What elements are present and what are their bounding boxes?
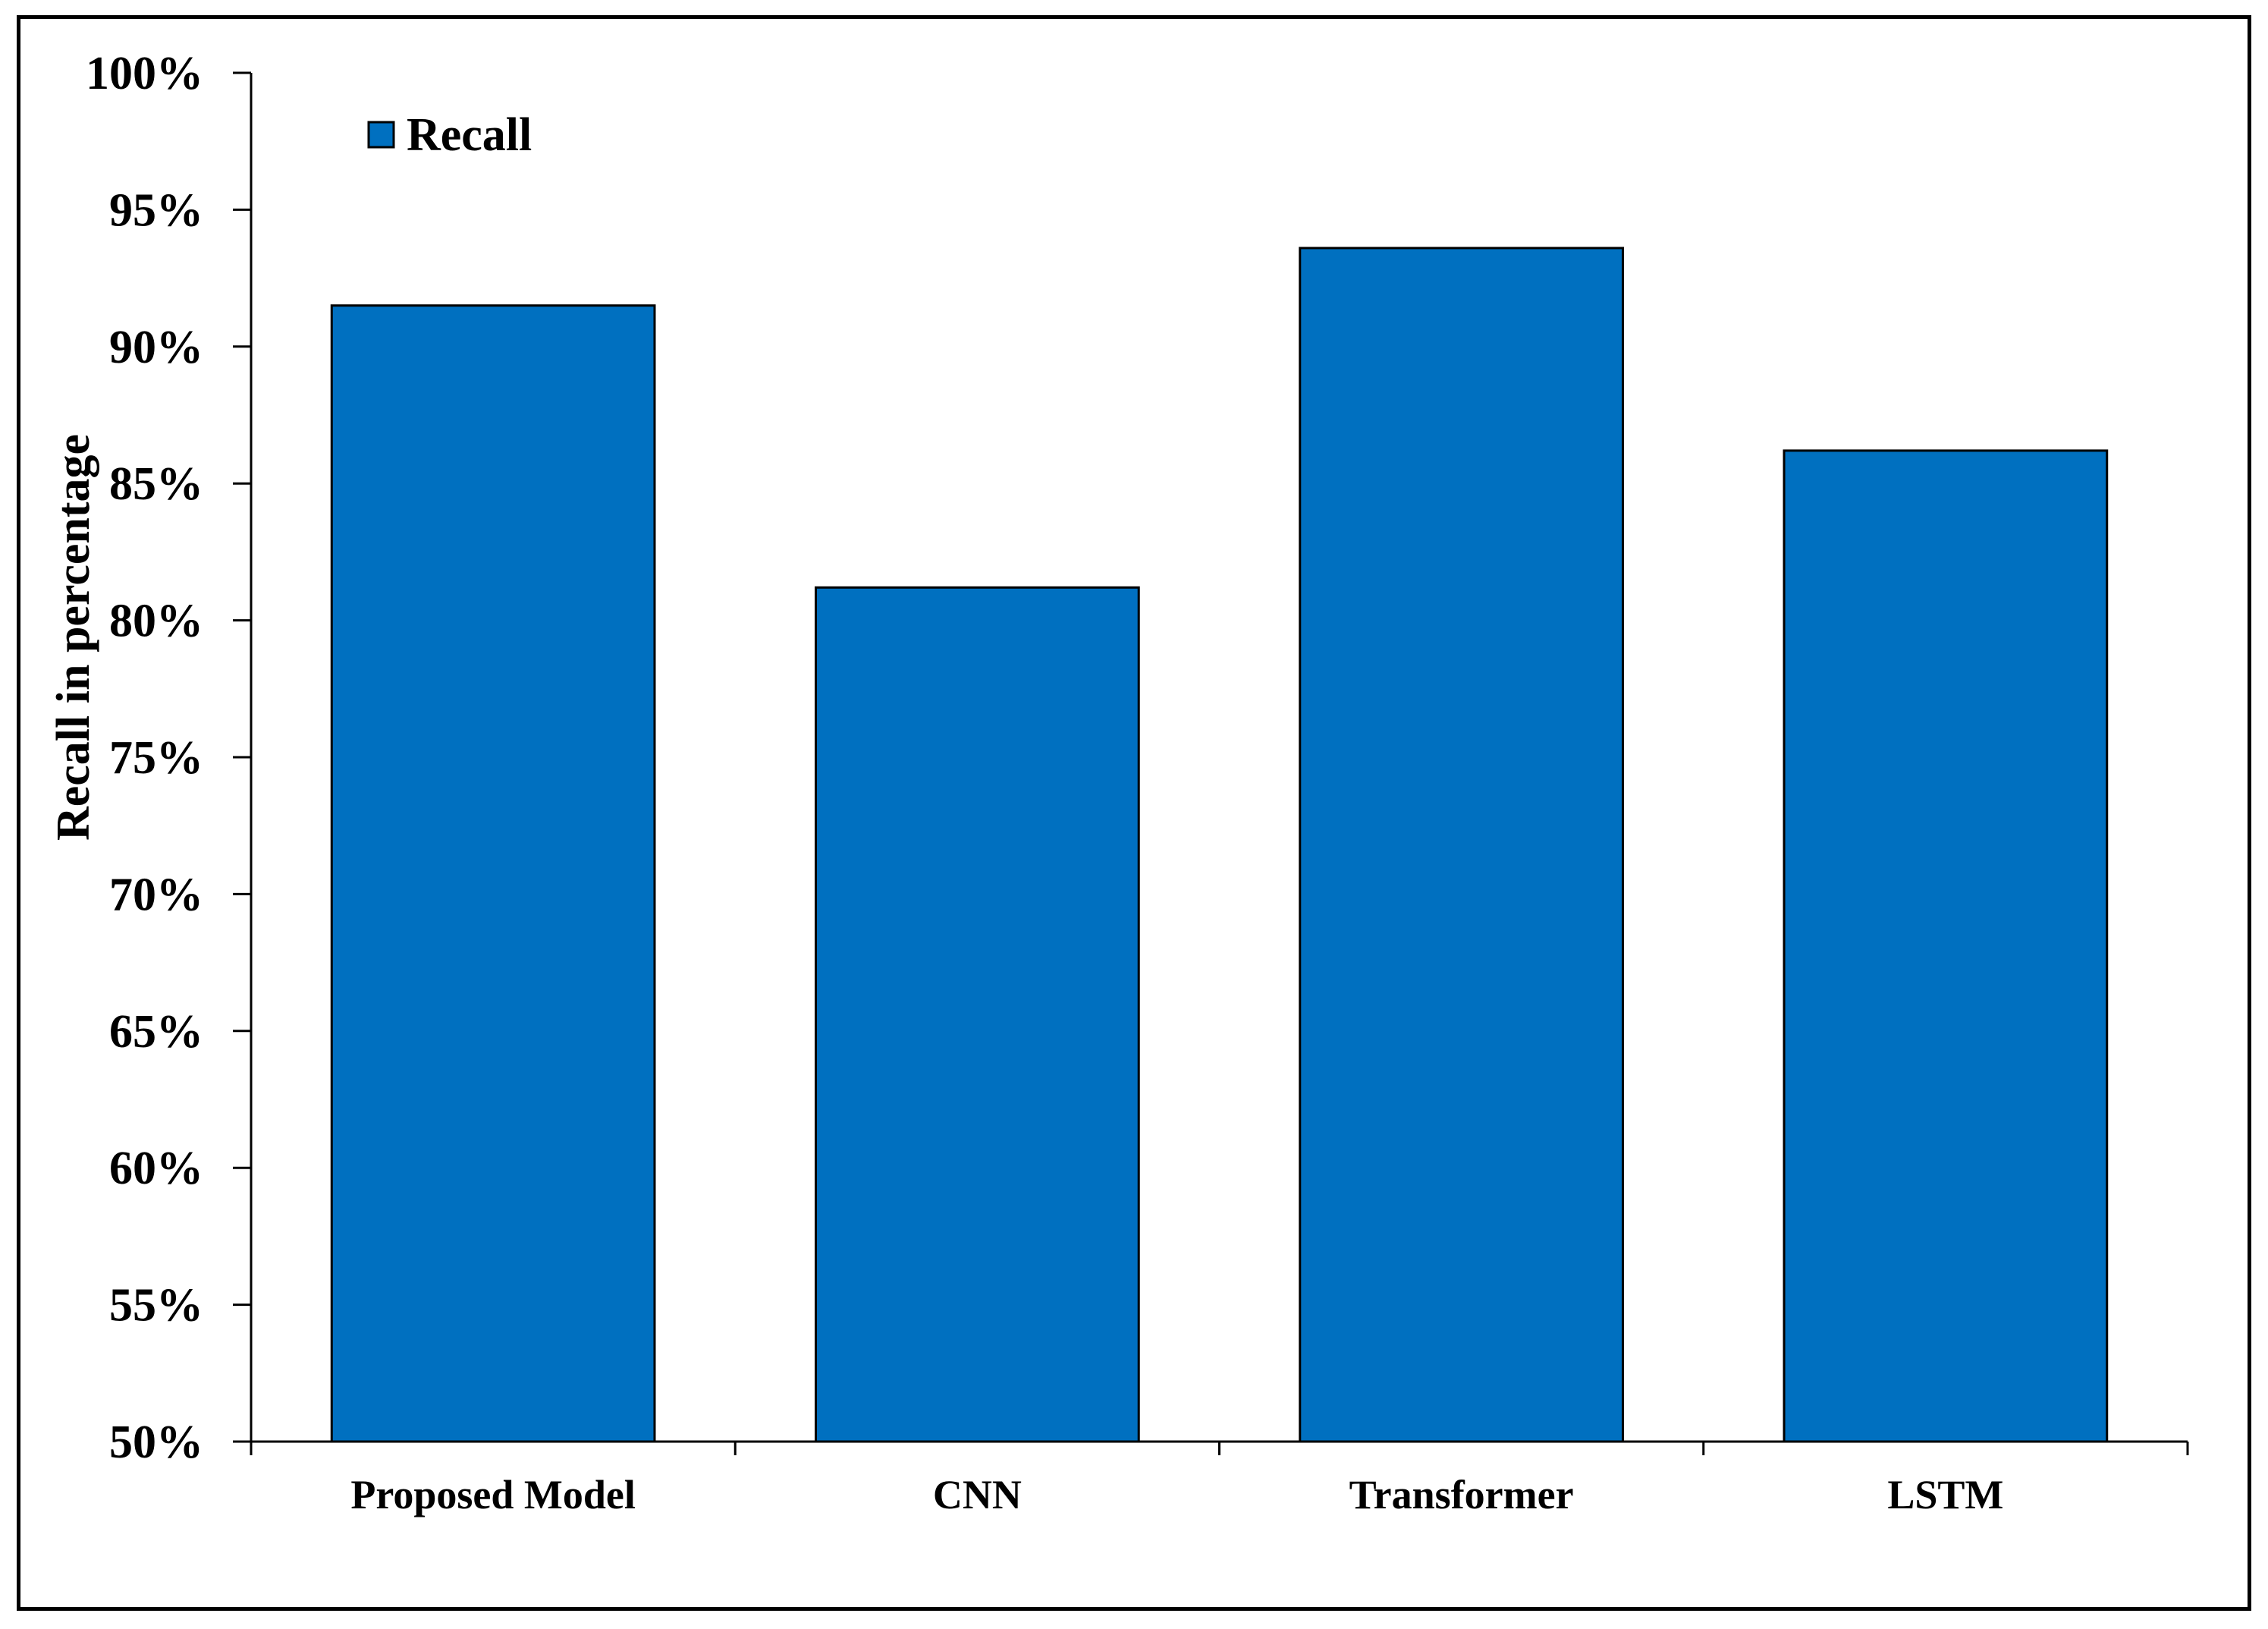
legend-label: Recall <box>407 109 532 161</box>
y-tick-label: 55% <box>109 1280 203 1332</box>
y-axis: 50% 55% 60% 65% 70% 75% 80% 85% 90% 95% 100% <box>86 48 251 1468</box>
x-tick-label: LSTM <box>1887 1472 2003 1517</box>
legend-swatch <box>367 121 395 149</box>
x-tick-label: CNN <box>933 1472 1022 1517</box>
x-tick-label: Proposed Model <box>350 1472 636 1517</box>
y-tick-label: 90% <box>109 322 203 373</box>
bar-lstm <box>1783 449 2109 1443</box>
y-axis-title: Recall in percentage <box>48 434 99 841</box>
y-tick-label: 80% <box>109 596 203 647</box>
bar-proposed-model <box>330 304 656 1443</box>
y-tick-label: 60% <box>109 1143 203 1194</box>
y-tick-label: 70% <box>109 869 203 920</box>
x-axis: Proposed Model CNN Transformer LSTM <box>250 1442 2189 1517</box>
y-tick-label: 50% <box>109 1417 203 1468</box>
bar-cnn <box>815 586 1140 1443</box>
bar-transformer <box>1299 247 1624 1443</box>
y-tick-label: 85% <box>109 458 203 510</box>
x-tick-label: Transformer <box>1349 1472 1574 1517</box>
y-tick-label: 95% <box>109 184 203 236</box>
legend: Recall <box>367 109 532 161</box>
y-tick-label: 75% <box>109 732 203 784</box>
bar-series <box>330 247 2109 1443</box>
y-tick-label: 100% <box>86 48 203 99</box>
y-tick-label: 65% <box>109 1006 203 1058</box>
